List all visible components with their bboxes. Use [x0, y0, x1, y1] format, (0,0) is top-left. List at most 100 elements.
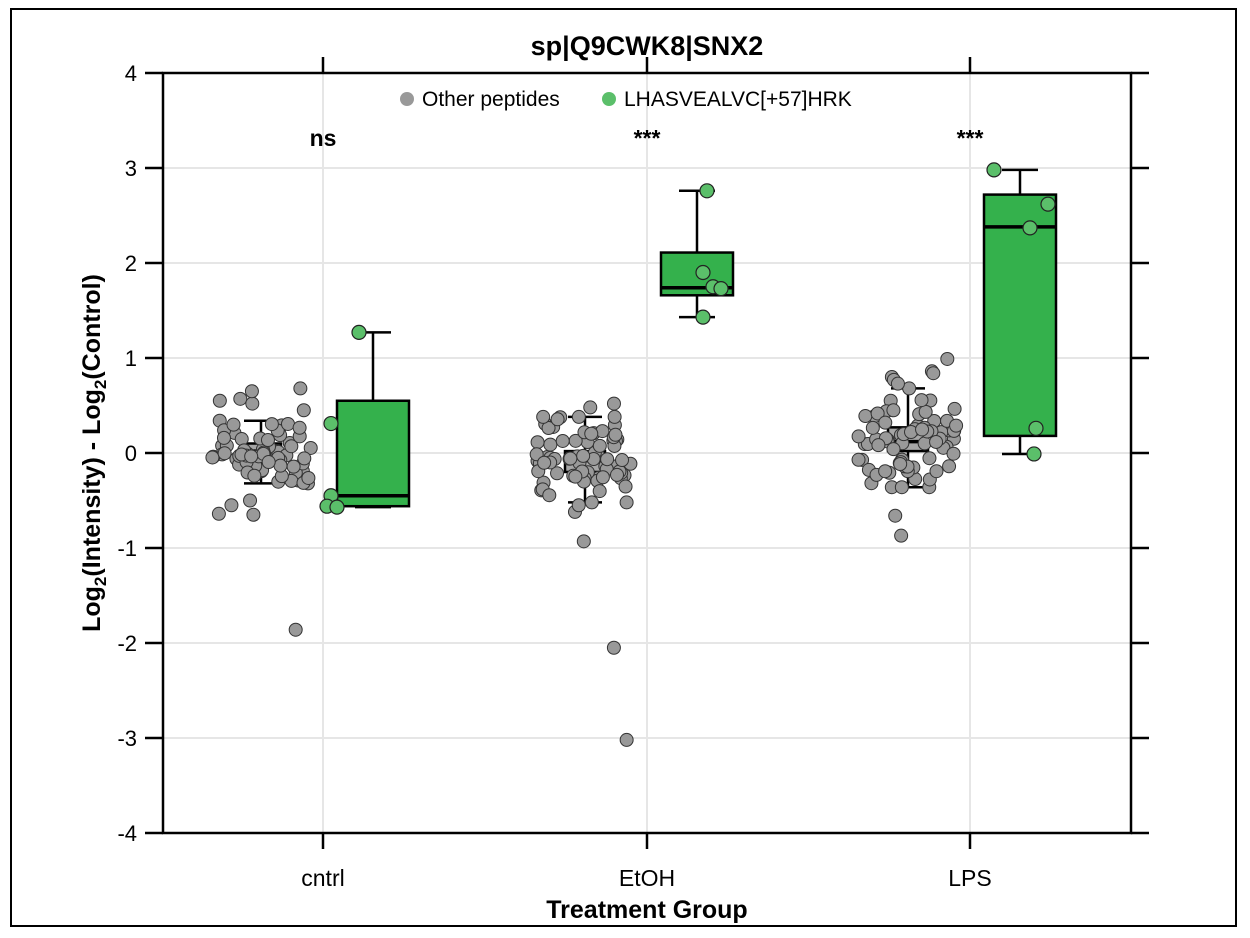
point-other [292, 420, 307, 435]
y-tick-label: 2 [125, 251, 137, 276]
point-other [296, 403, 311, 418]
point-other [592, 484, 607, 499]
point-other [947, 401, 962, 416]
point-other [858, 409, 873, 424]
point-peptide [329, 499, 345, 515]
point-other [246, 507, 261, 522]
significance-label: *** [634, 125, 661, 151]
y-label-sub-2: 2 [91, 380, 110, 389]
y-tick-label: -1 [117, 536, 137, 561]
point-other [584, 426, 599, 441]
point-other [211, 506, 226, 521]
point-other [224, 498, 239, 513]
point-other [592, 438, 607, 453]
box-iqr [982, 193, 1058, 438]
x-tick-label: EtOH [619, 865, 675, 891]
point-peptide [1040, 196, 1056, 212]
point-other [615, 453, 630, 468]
point-other [543, 437, 558, 452]
point-other [618, 479, 633, 494]
point-other [929, 464, 944, 479]
point-other [216, 430, 231, 445]
point-peptide [1028, 420, 1044, 436]
x-tick-label: LPS [948, 865, 991, 891]
point-other [946, 446, 961, 461]
point-other [286, 459, 301, 474]
y-label-part-2: (Intensity) - Log [78, 389, 106, 576]
point-other [608, 427, 623, 442]
point-other [244, 449, 259, 464]
point-other [595, 470, 610, 485]
point-other [537, 455, 552, 470]
point-other [550, 466, 565, 481]
point-other [851, 452, 866, 467]
point-other [555, 433, 570, 448]
point-other [949, 418, 964, 433]
y-tick-label: 3 [125, 156, 137, 181]
x-tick-label: cntrl [301, 865, 344, 891]
point-other [550, 412, 565, 427]
y-tick-label: -3 [117, 726, 137, 751]
y-tick-label: -4 [117, 821, 137, 846]
point-other [871, 438, 886, 453]
legend: Other peptides LHASVEALVC[+57]HRK [400, 88, 852, 111]
y-label-part-1: Log [78, 586, 106, 632]
point-peptide [986, 162, 1002, 178]
point-other [890, 376, 905, 391]
point-peptide [351, 324, 367, 340]
point-other [940, 351, 955, 366]
point-other [915, 422, 930, 437]
point-other [610, 467, 625, 482]
axis-ticks: -4 -3 -2 -1 0 1 2 3 4 cntrl EtOH LPS [117, 57, 1149, 891]
point-other [878, 464, 893, 479]
point-other [619, 732, 634, 747]
point-other [541, 421, 556, 436]
point-other [894, 528, 909, 543]
point-other [212, 393, 227, 408]
point-other [297, 451, 312, 466]
point-peptide [713, 281, 729, 297]
point-other [226, 417, 241, 432]
point-other [870, 406, 885, 421]
point-other [606, 640, 621, 655]
legend-label-other: Other peptides [422, 88, 560, 111]
chart-title: sp|Q9CWK8|SNX2 [531, 31, 764, 61]
legend-marker-peptide [602, 92, 616, 106]
y-tick-label: 0 [125, 441, 137, 466]
point-peptide [1022, 220, 1038, 236]
point-other [233, 391, 248, 406]
x-axis-label: Treatment Group [546, 896, 747, 924]
point-other [583, 400, 598, 415]
point-other [542, 488, 557, 503]
point-other [888, 508, 903, 523]
point-other [914, 393, 929, 408]
point-other [926, 366, 941, 381]
point-other [918, 404, 933, 419]
point-other [600, 452, 615, 467]
point-other [264, 417, 279, 432]
point-other [568, 469, 583, 484]
point-other [917, 436, 932, 451]
point-other [536, 409, 551, 424]
point-other [576, 448, 591, 463]
point-other [894, 480, 909, 495]
y-tick-label: 1 [125, 346, 137, 371]
y-tick-label: -2 [117, 631, 137, 656]
point-other [576, 534, 591, 549]
y-label-part-3: (Control) [78, 274, 106, 380]
legend-label-peptide: LHASVEALVC[+57]HRK [624, 88, 852, 111]
box-iqr [335, 399, 411, 508]
point-other [563, 451, 578, 466]
point-other [942, 459, 957, 474]
point-other [284, 439, 299, 454]
point-other [280, 416, 295, 431]
point-other [261, 455, 276, 470]
point-peptide [323, 415, 339, 432]
point-other [606, 396, 621, 411]
point-other [245, 396, 260, 411]
point-layer [205, 162, 1056, 747]
point-other [243, 493, 258, 508]
point-other [234, 432, 249, 447]
point-other [584, 495, 599, 510]
